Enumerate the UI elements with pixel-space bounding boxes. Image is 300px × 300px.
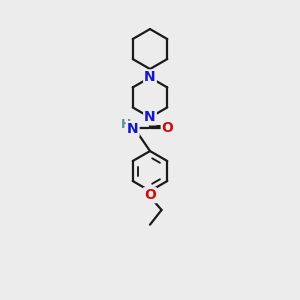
Text: N: N [127,122,139,136]
Text: N: N [144,70,156,84]
Text: H: H [121,118,131,131]
Text: N: N [144,110,156,124]
Text: O: O [144,188,156,202]
Text: O: O [162,121,174,135]
